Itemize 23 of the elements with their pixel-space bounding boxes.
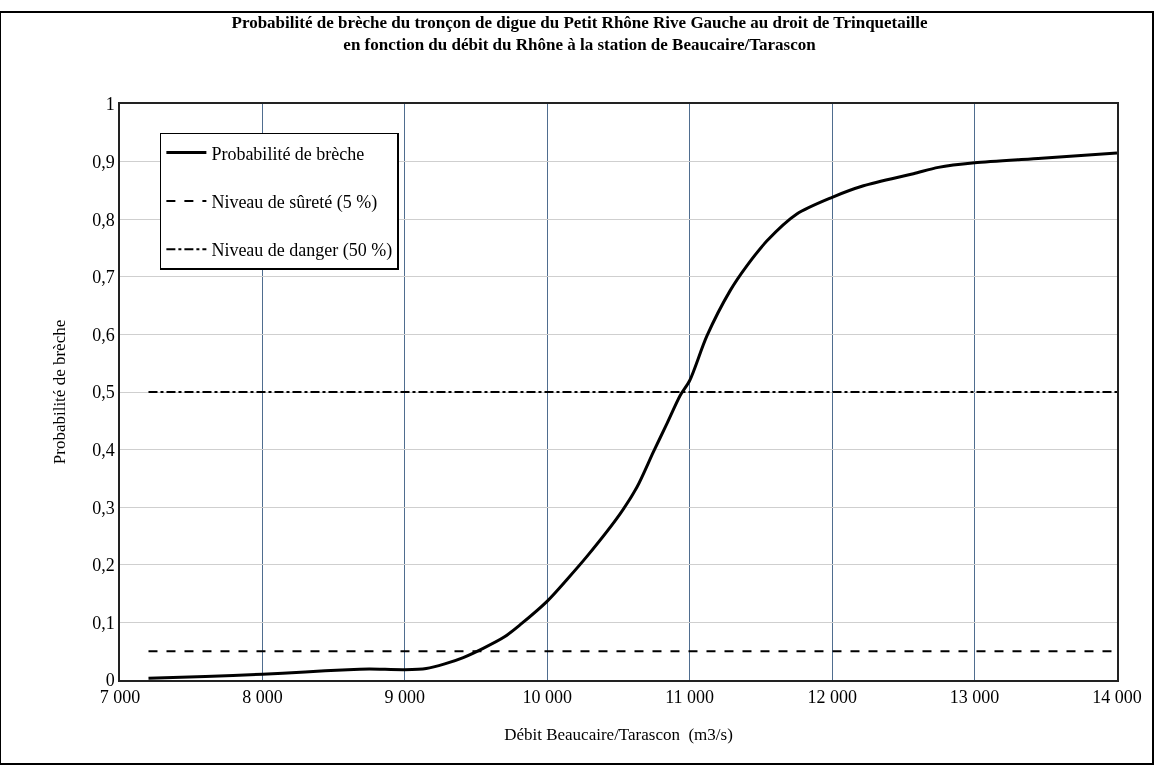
y-tick-label: 0,2	[92, 555, 115, 576]
y-tick-label: 0,6	[92, 324, 115, 345]
y-tick-label: 0,8	[92, 209, 115, 230]
legend-label: Probabilité de brèche	[211, 143, 365, 164]
y-tick-label: 0,7	[92, 267, 115, 288]
x-tick-label: 11 000	[665, 687, 715, 708]
y-axis-title: Probabilité de brèche	[50, 319, 70, 465]
y-tick-label: 0,9	[92, 151, 115, 172]
chart-title: Probabilité de brèche du tronçon de digue du Petit Rhône Rive Gauche au droit de Trinquetaille en fonction du débit du Rhône à la station de Beaucaire/Tarascon	[231, 13, 928, 55]
x-tick-label: 8 000	[242, 687, 283, 708]
y-tick-label: 0,5	[92, 382, 115, 403]
x-axis-title: Débit Beaucaire/Tarascon (m3/s)	[504, 725, 733, 745]
x-tick-label: 9 000	[384, 687, 426, 708]
legend-label: Niveau de danger (50 %)	[211, 240, 393, 262]
x-tick-label: 10 000	[522, 687, 573, 708]
y-tick-label: 0,4	[92, 439, 115, 460]
legend-label: Niveau de sûreté (5 %)	[211, 191, 378, 213]
x-tick-label: 12 000	[807, 687, 857, 708]
x-tick-label: 13 000	[949, 687, 1000, 708]
y-tick-label: 0,3	[92, 497, 115, 518]
y-tick-label: 0,1	[92, 612, 115, 633]
y-tick-label: 1	[105, 94, 115, 115]
x-tick-label: 14 000	[1092, 687, 1142, 708]
